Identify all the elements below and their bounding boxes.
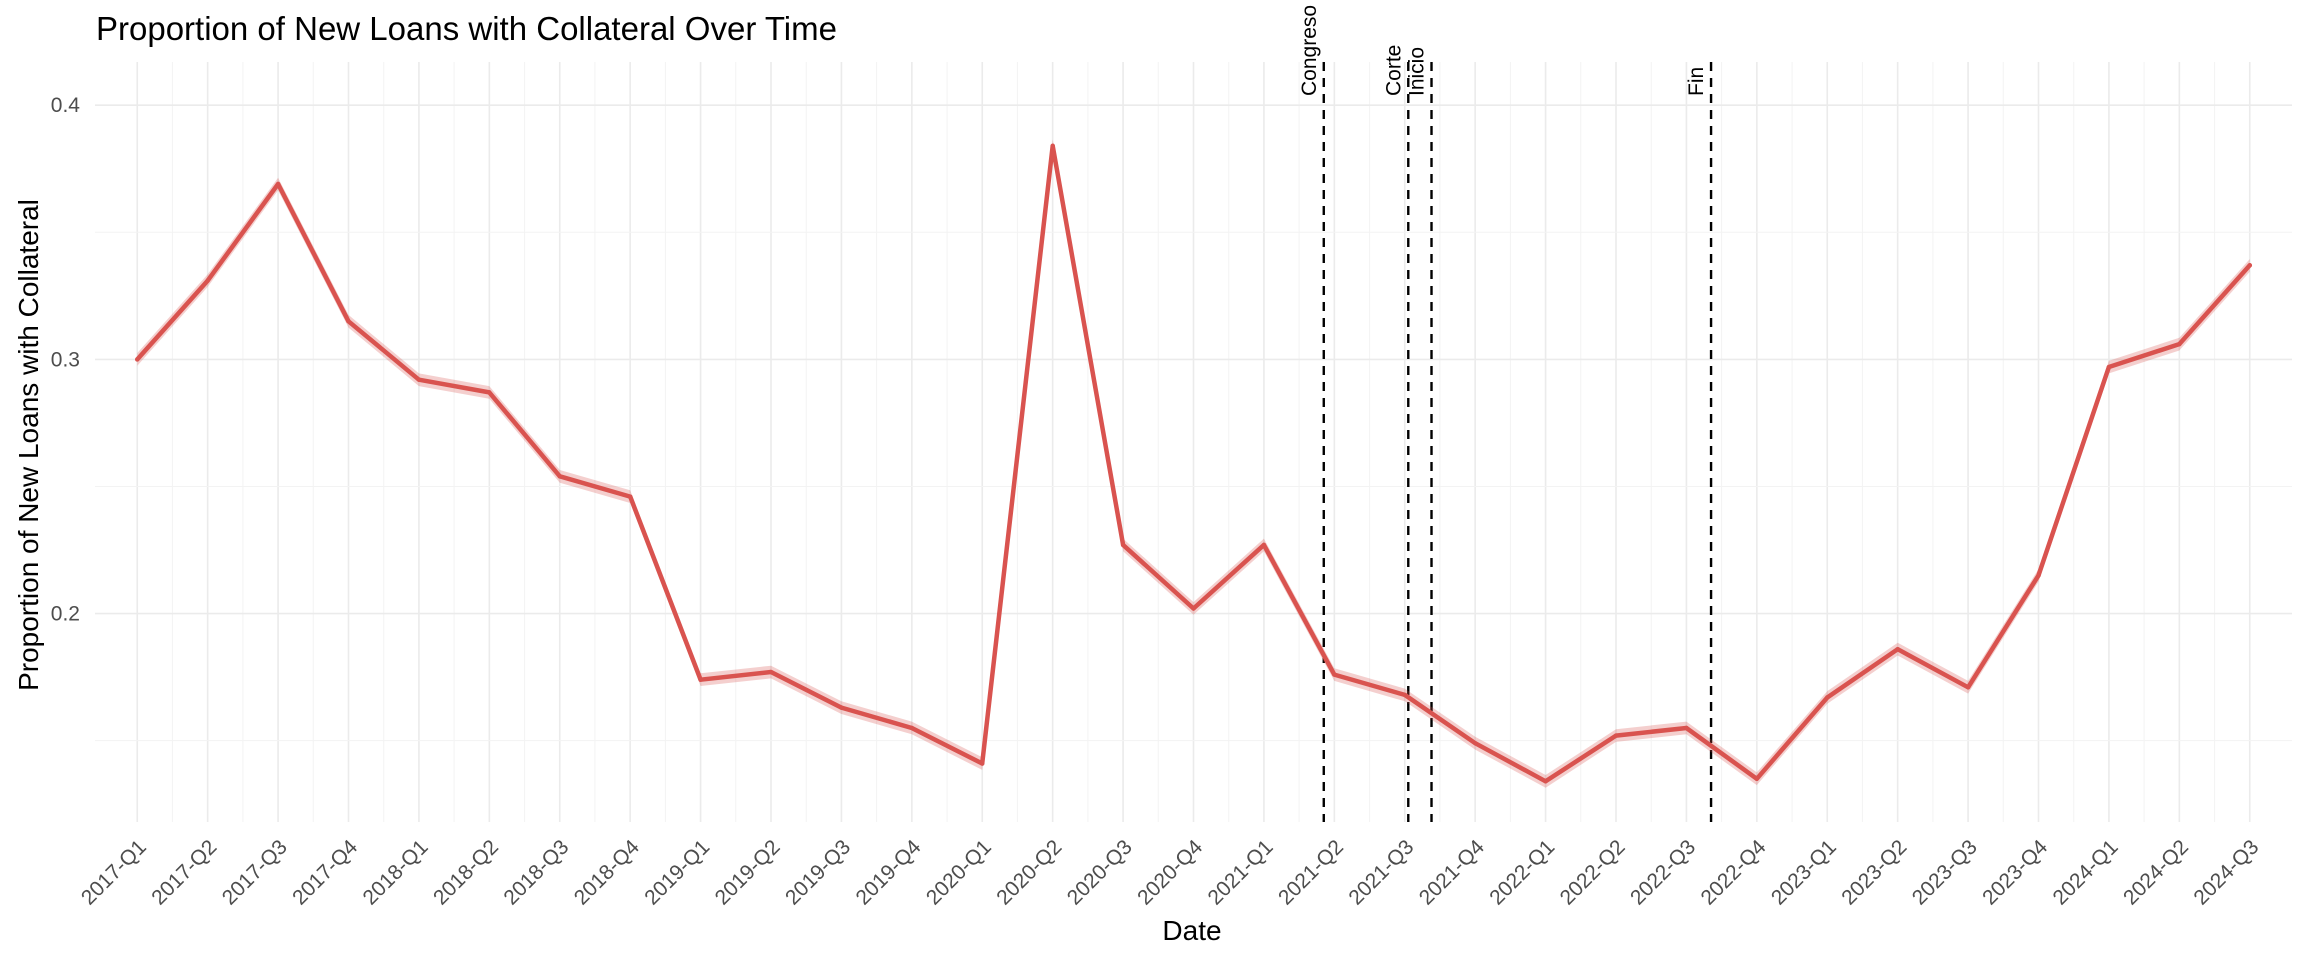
data-point: [205, 278, 210, 283]
x-tick-label: 2017-Q4: [288, 835, 362, 909]
x-tick-label: 2018-Q3: [499, 835, 573, 909]
x-tick-label: 2019-Q4: [851, 835, 925, 909]
x-tick-label: 2020-Q3: [1063, 835, 1137, 909]
x-tick-label: 2022-Q1: [1485, 835, 1559, 909]
x-tick-label: 2022-Q3: [1626, 835, 1700, 909]
event-label-corte: Corte: [1382, 45, 1405, 96]
data-point: [1472, 741, 1478, 746]
event-label-inicio: Inicio: [1406, 47, 1429, 96]
event-label-congreso: Congreso: [1298, 5, 1321, 96]
data-point: [1543, 779, 1548, 784]
x-tick-label: 2021-Q1: [1204, 835, 1278, 909]
data-point: [2036, 573, 2041, 578]
data-point: [980, 761, 985, 766]
y-tick-label: 0.4: [51, 94, 81, 117]
data-point: [839, 705, 844, 710]
data-point: [135, 357, 140, 362]
x-tick-label: 2019-Q1: [640, 835, 714, 909]
y-tick-label: 0.3: [51, 348, 80, 371]
x-tick-label: 2023-Q2: [1837, 835, 1911, 909]
y-axis-title: Proportion of New Loans with Collateral: [13, 199, 44, 691]
chart-title: Proportion of New Loans with Collateral …: [96, 10, 837, 47]
data-point: [416, 377, 422, 382]
x-tick-label: 2020-Q2: [992, 835, 1066, 909]
x-tick-label: 2018-Q4: [570, 835, 644, 909]
data-point: [2247, 263, 2252, 268]
y-tick-label: 0.2: [51, 603, 80, 626]
x-tick-label: 2023-Q3: [1908, 835, 1982, 909]
data-point: [346, 319, 351, 324]
x-tick-label: 2021-Q2: [1274, 835, 1348, 909]
data-point: [275, 181, 281, 187]
x-tick-label: 2018-Q1: [359, 835, 433, 909]
data-point: [1120, 542, 1126, 548]
data-point: [1754, 776, 1760, 781]
series-layer: [135, 139, 2253, 788]
x-tick-label: 2023-Q1: [1767, 835, 1841, 909]
data-point: [487, 390, 492, 395]
data-point: [1965, 685, 1971, 690]
data-point: [1191, 606, 1196, 611]
data-point: [2177, 341, 2182, 347]
x-tick-labels: 2017-Q12017-Q22017-Q32017-Q42018-Q12018-…: [77, 835, 2264, 909]
event-layer: Congreso Corte Inicio Fin: [1298, 5, 1713, 822]
x-tick-label: 2021-Q4: [1415, 835, 1489, 909]
x-axis-title: Date: [1162, 915, 1221, 946]
y-tick-labels: 0.2 0.3 0.4: [51, 94, 81, 625]
data-point: [698, 677, 703, 682]
x-tick-label: 2022-Q4: [1696, 835, 1770, 909]
data-point: [1613, 733, 1619, 738]
x-tick-label: 2022-Q2: [1556, 835, 1630, 909]
x-tick-label: 2018-Q2: [429, 835, 503, 909]
x-tick-label: 2023-Q4: [1978, 835, 2052, 909]
x-tick-label: 2020-Q1: [922, 835, 996, 909]
data-point: [1332, 672, 1337, 677]
data-point: [1261, 542, 1267, 548]
data-point: [1825, 695, 1830, 700]
event-label-fin: Fin: [1685, 67, 1708, 96]
x-tick-label: 2017-Q1: [77, 835, 151, 909]
data-point: [909, 725, 915, 731]
grid-layer: [95, 62, 2292, 822]
data-point: [1050, 143, 1055, 149]
data-point: [557, 474, 562, 479]
x-tick-label: 2020-Q4: [1133, 835, 1207, 909]
x-tick-label: 2024-Q1: [2049, 835, 2123, 909]
x-tick-label: 2024-Q3: [2189, 835, 2263, 909]
data-point: [768, 669, 774, 675]
x-tick-label: 2017-Q3: [218, 835, 292, 909]
data-point: [1684, 725, 1689, 731]
data-point: [627, 494, 633, 499]
data-point: [2106, 364, 2112, 370]
data-point: [1895, 646, 1900, 652]
data-point: [1402, 692, 1407, 698]
x-tick-label: 2019-Q2: [711, 835, 785, 909]
x-tick-label: 2021-Q3: [1344, 835, 1418, 909]
x-tick-label: 2019-Q3: [781, 835, 855, 909]
x-tick-label: 2024-Q2: [2119, 835, 2193, 909]
x-tick-label: 2017-Q2: [147, 835, 221, 909]
